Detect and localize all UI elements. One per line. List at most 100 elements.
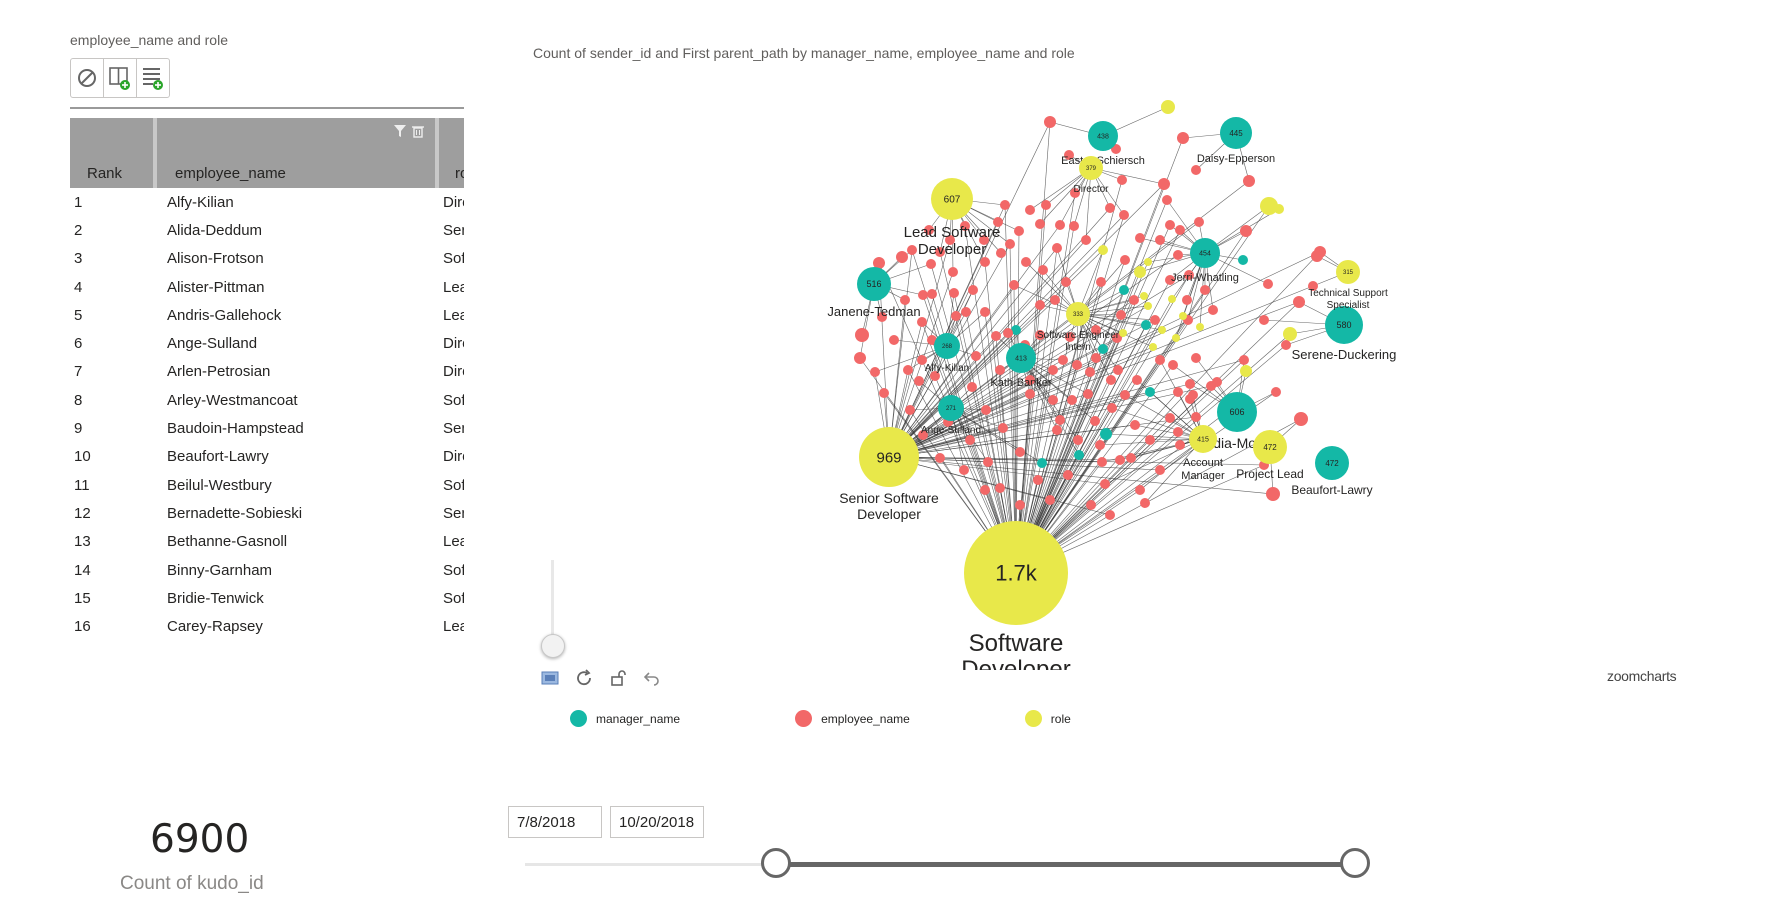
table-row[interactable]: 13 Bethanne-Gasnoll Lead Tec — [70, 528, 464, 556]
network-node-employee-name[interactable] — [1208, 305, 1218, 315]
column-header-role[interactable]: role — [435, 118, 464, 188]
network-node-employee-name[interactable] — [1271, 387, 1281, 397]
network-node-employee-name[interactable] — [1155, 235, 1165, 245]
table-row[interactable]: 16 Carey-Rapsey Lead Sof — [70, 612, 464, 638]
network-node-role[interactable] — [1189, 425, 1217, 453]
network-node-employee-name[interactable] — [1191, 412, 1201, 422]
network-node-employee-name[interactable] — [1009, 280, 1019, 290]
network-node-employee-name[interactable] — [1185, 379, 1195, 389]
network-node-employee-name[interactable] — [1085, 367, 1095, 377]
network-node-manager-name[interactable] — [1190, 238, 1220, 268]
network-node-employee-name[interactable] — [930, 371, 940, 381]
network-node-employee-name[interactable] — [935, 247, 945, 257]
network-node-employee-name[interactable] — [1055, 415, 1065, 425]
network-node-manager-name[interactable] — [857, 267, 891, 301]
undo-button[interactable] — [642, 668, 662, 688]
network-node-employee-name[interactable] — [1105, 203, 1115, 213]
network-node-manager-name[interactable] — [938, 395, 964, 421]
zoom-slider-track[interactable] — [551, 560, 554, 646]
network-node-employee-name[interactable] — [1165, 275, 1175, 285]
network-node-employee-name[interactable] — [914, 376, 924, 386]
network-node-manager-name[interactable] — [1006, 343, 1036, 373]
network-node-manager-name[interactable] — [1141, 320, 1151, 330]
network-node-employee-name[interactable] — [1191, 353, 1201, 363]
network-node-employee-name[interactable] — [1281, 340, 1291, 350]
network-node-employee-name[interactable] — [1150, 315, 1160, 325]
network-node-role[interactable] — [1140, 292, 1148, 300]
network-node-employee-name[interactable] — [924, 225, 934, 235]
network-node-employee-name[interactable] — [1000, 200, 1010, 210]
date-range-end-handle[interactable] — [1340, 848, 1370, 878]
network-node-role[interactable] — [1260, 197, 1278, 215]
network-node-employee-name[interactable] — [1165, 413, 1175, 423]
end-date-input[interactable]: 10/20/2018 — [610, 806, 704, 838]
network-node-employee-name[interactable] — [959, 465, 969, 475]
network-node-employee-name[interactable] — [1155, 355, 1165, 365]
network-node-employee-name[interactable] — [1069, 221, 1079, 231]
table-row[interactable]: 1 Alfy-Kilian Director — [70, 188, 464, 216]
network-node-employee-name[interactable] — [1045, 495, 1055, 505]
network-node-employee-name[interactable] — [1044, 116, 1056, 128]
network-node-employee-name[interactable] — [854, 352, 866, 364]
network-node-employee-name[interactable] — [855, 328, 869, 342]
date-range-start-handle[interactable] — [761, 848, 791, 878]
network-node-employee-name[interactable] — [1175, 225, 1185, 235]
network-node-employee-name[interactable] — [1266, 487, 1280, 501]
table-row[interactable]: 15 Bridie-Tenwick Software — [70, 584, 464, 612]
network-node-role[interactable] — [1158, 326, 1166, 334]
legend-item-employee-name[interactable]: employee_name — [795, 710, 910, 727]
export-image-button[interactable] — [540, 668, 560, 688]
network-node-employee-name[interactable] — [1188, 390, 1198, 400]
network-node-employee-name[interactable] — [1173, 387, 1183, 397]
network-node-employee-name[interactable] — [1100, 479, 1110, 489]
network-node-employee-name[interactable] — [979, 235, 989, 245]
network-node-employee-name[interactable] — [927, 289, 937, 299]
network-node-manager-name[interactable] — [1238, 255, 1248, 265]
network-node-employee-name[interactable] — [1112, 333, 1122, 343]
network-node-employee-name[interactable] — [1035, 219, 1045, 229]
network-node-employee-name[interactable] — [896, 251, 908, 263]
network-node-employee-name[interactable] — [1064, 150, 1074, 160]
network-node-employee-name[interactable] — [1025, 205, 1035, 215]
network-node-manager-name[interactable] — [1119, 285, 1129, 295]
table-row[interactable]: 6 Ange-Sulland Director — [70, 329, 464, 357]
network-node-employee-name[interactable] — [1065, 332, 1075, 342]
network-node-employee-name[interactable] — [1243, 175, 1255, 187]
network-node-manager-name[interactable] — [934, 333, 960, 359]
network-node-employee-name[interactable] — [1263, 279, 1273, 289]
network-node-employee-name[interactable] — [1033, 475, 1043, 485]
network-node-employee-name[interactable] — [1140, 498, 1150, 508]
network-node-employee-name[interactable] — [961, 307, 971, 317]
legend-item-manager-name[interactable]: manager_name — [570, 710, 680, 727]
network-node-employee-name[interactable] — [1014, 226, 1024, 236]
table-row[interactable]: 5 Andris-Gallehock Lead Sof — [70, 301, 464, 329]
network-node-employee-name[interactable] — [1061, 277, 1071, 287]
network-node-employee-name[interactable] — [960, 221, 970, 231]
start-date-input[interactable]: 7/8/2018 — [508, 806, 602, 838]
trash-icon[interactable] — [411, 124, 425, 138]
network-node-role[interactable] — [1144, 302, 1152, 310]
network-node-employee-name[interactable] — [1091, 353, 1101, 363]
column-header-employee-name[interactable]: employee_name — [153, 118, 437, 188]
network-node-employee-name[interactable] — [1308, 281, 1318, 291]
network-node-role[interactable] — [1274, 204, 1284, 214]
network-node-employee-name[interactable] — [948, 267, 958, 277]
network-node-role[interactable] — [1066, 302, 1090, 326]
table-row[interactable]: 4 Alister-Pittman Lead Sof — [70, 273, 464, 301]
zoom-slider-handle[interactable] — [541, 634, 565, 658]
network-node-employee-name[interactable] — [980, 257, 990, 267]
network-node-employee-name[interactable] — [1041, 200, 1051, 210]
network-node-employee-name[interactable] — [1025, 389, 1035, 399]
network-node-employee-name[interactable] — [980, 307, 990, 317]
network-node-manager-name[interactable] — [1100, 428, 1112, 440]
legend-item-role[interactable]: role — [1024, 710, 1071, 727]
network-node-employee-name[interactable] — [1126, 453, 1136, 463]
network-node-employee-name[interactable] — [877, 312, 887, 322]
network-node-employee-name[interactable] — [1090, 416, 1100, 426]
network-node-role[interactable] — [1179, 312, 1187, 320]
table-row[interactable]: 8 Arley-Westmancoat Software — [70, 386, 464, 414]
table-row[interactable]: 14 Binny-Garnham Software — [70, 556, 464, 584]
network-node-employee-name[interactable] — [889, 335, 899, 345]
network-node-employee-name[interactable] — [1168, 360, 1178, 370]
network-node-employee-name[interactable] — [983, 457, 993, 467]
